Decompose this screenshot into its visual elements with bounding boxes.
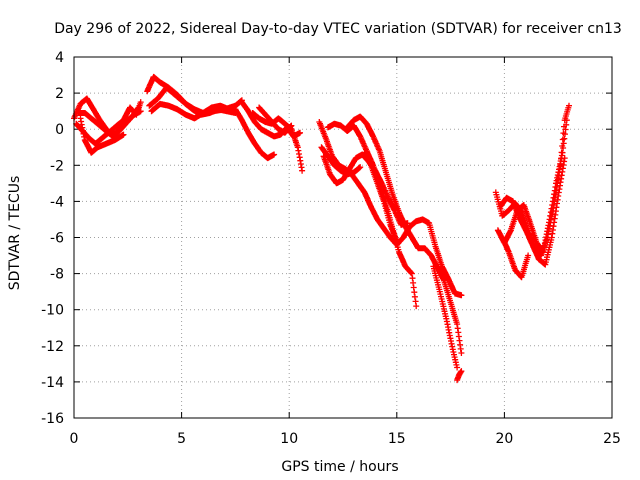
data-points-track-w (499, 234, 532, 281)
series-track-q (361, 149, 400, 245)
y-tick-label: -4 (50, 194, 64, 210)
data-points-track-p (344, 113, 465, 356)
y-tick-label: -14 (41, 375, 64, 391)
chart-title: Day 296 of 2022, Sidereal Day-to-day VTE… (54, 21, 622, 37)
series-track-j (249, 110, 306, 174)
x-tick-label: 20 (495, 431, 513, 447)
y-tick-label: -10 (41, 303, 64, 319)
series-track-w (499, 234, 532, 281)
data-points-track-d (75, 99, 144, 138)
x-tick-label: 15 (388, 431, 406, 447)
x-tick-label: 5 (177, 431, 186, 447)
series-track-p (344, 113, 465, 356)
x-tick-labels: 0 5 10 15 20 25 (70, 431, 621, 447)
y-tick-label: -16 (41, 411, 64, 427)
data-points-track-r (430, 263, 461, 371)
data-points-track-h (232, 106, 278, 162)
series-track-v (497, 155, 568, 268)
series-track-r (430, 263, 461, 371)
x-tick-label: 10 (280, 431, 298, 447)
series-track-s (454, 368, 465, 384)
data-points-track-c (77, 115, 127, 156)
y-tick-labels: -16 -14 -12 -10 -8 -6 -4 -2 0 2 4 (41, 50, 64, 427)
y-axis-label: SDTVAR / TECUs (7, 176, 23, 291)
data-points-track-k (256, 104, 295, 136)
series-track-k (256, 104, 295, 136)
x-tick-label: 25 (603, 431, 621, 447)
y-tick-label: -8 (50, 267, 64, 283)
data-points-track-g (148, 100, 232, 122)
series-track-c (77, 115, 127, 156)
data-series (71, 73, 572, 384)
x-axis-label: GPS time / hours (281, 459, 398, 475)
y-tick-label: -6 (50, 231, 64, 247)
series-track-g (148, 100, 232, 122)
x-tick-label: 0 (70, 431, 79, 447)
y-tick-label: -2 (50, 158, 64, 174)
data-points-track-s (454, 368, 465, 384)
series-track-d (75, 99, 144, 138)
series-track-o (318, 144, 364, 178)
plot-frame (73, 56, 613, 419)
data-points-track-o (318, 144, 364, 178)
y-tick-label: 0 (55, 122, 64, 138)
series-track-h (232, 106, 278, 162)
data-points-track-v (497, 155, 568, 268)
data-points-track-j (249, 110, 306, 174)
y-tick-label: 4 (55, 50, 64, 66)
y-tick-label: 2 (55, 86, 64, 102)
y-tick-label: -12 (41, 339, 64, 355)
data-points-track-q (361, 149, 400, 245)
